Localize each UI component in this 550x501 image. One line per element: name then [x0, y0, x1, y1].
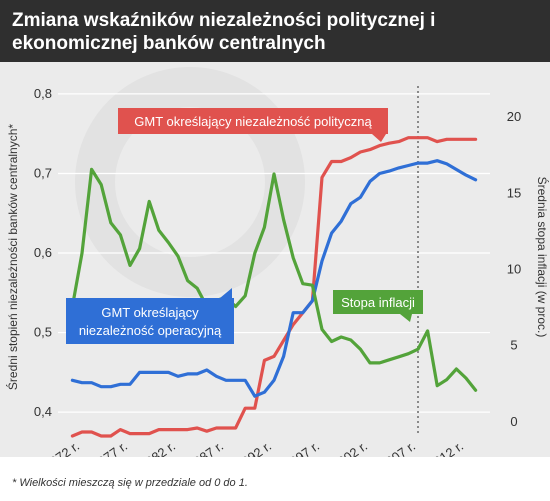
- callout-label-operational: niezależność operacyjną: [79, 323, 222, 338]
- chart-title: Zmiana wskaźników niezależności politycz…: [12, 10, 436, 54]
- callout-pointer-operational: [220, 288, 232, 298]
- y2-axis-title: Średnia stopa inflacji (w proc.): [535, 177, 550, 338]
- x-tick-label: 2012 r.: [425, 438, 466, 457]
- line-chart: 0,4 0,5 0,6 0,7 0,8 0 5 10 15 20 1972 r. 1977 r. 198…: [5, 67, 550, 457]
- x-tick-label: 2007 r.: [377, 438, 418, 457]
- plot-area: 0,4 0,5 0,6 0,7 0,8 0 5 10 15 20 1972 r. 1977 r. 198…: [0, 62, 550, 457]
- y-tick-label: 0,6: [34, 245, 52, 260]
- y2-tick-label: 10: [507, 261, 521, 276]
- y-tick-label: 0,8: [34, 86, 52, 101]
- x-tick-label: 1977 r.: [89, 438, 130, 457]
- callout-box-inflation: [333, 290, 423, 314]
- x-tick-label: 1987 r.: [185, 438, 226, 457]
- callout-box-operational: [66, 298, 234, 344]
- title-bar: Zmiana wskaźników niezależności politycz…: [0, 0, 550, 62]
- y-tick-label: 0,4: [34, 404, 52, 419]
- series-line-political: [70, 136, 478, 438]
- footnote: * Wielkości mieszczą się w przedziale od…: [12, 477, 248, 489]
- x-tick-label: 1997 r.: [281, 438, 322, 457]
- series-line-inflation: [70, 167, 478, 392]
- callout-pointer-political: [372, 134, 386, 142]
- y2-tick-label: 15: [507, 185, 521, 200]
- callout-label-operational: GMT określający: [101, 305, 199, 320]
- x-tick-label: 2002 r.: [329, 438, 370, 457]
- y-tick-label: 0,5: [34, 325, 52, 340]
- y2-tick-label: 0: [510, 414, 517, 429]
- callout-pointer-inflation: [400, 314, 412, 322]
- x-tick-label: 1982 r.: [137, 438, 178, 457]
- y2-tick-label: 5: [510, 338, 517, 353]
- y-axis-title: Średni stopień niezależności banków cent…: [5, 124, 20, 390]
- callout-box-political: [118, 108, 388, 134]
- x-tick-label: 1972 r.: [41, 438, 82, 457]
- y-tick-label: 0,7: [34, 165, 52, 180]
- callout-label-inflation: Stopa inflacji: [341, 295, 415, 310]
- callout-label-political: GMT określający niezależność polityczną: [134, 114, 372, 129]
- y2-tick-label: 20: [507, 109, 521, 124]
- x-tick-label: 1992 r.: [233, 438, 274, 457]
- watermark-logo: [75, 67, 305, 297]
- series-line-operational: [70, 159, 478, 398]
